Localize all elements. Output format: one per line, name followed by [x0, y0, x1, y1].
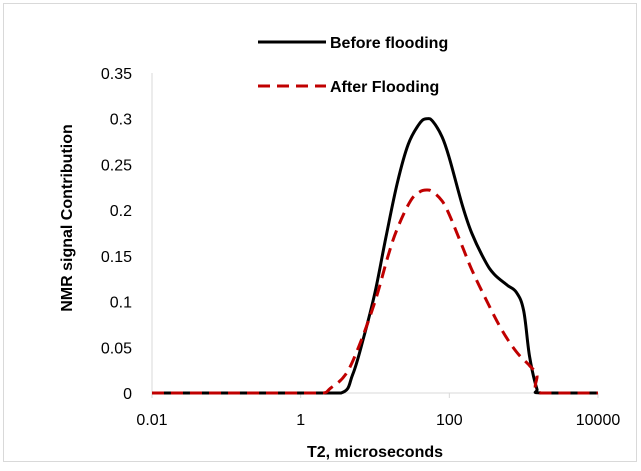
x-tick-label: 10000	[576, 412, 621, 429]
series-line-before-flooding	[152, 117, 598, 395]
x-tick-label: 100	[436, 412, 463, 429]
legend: Before flooding After Flooding	[258, 35, 448, 96]
x-tick-label: 1	[296, 412, 305, 429]
series-line-after-flooding	[152, 188, 598, 395]
legend-label: After Flooding	[330, 79, 439, 96]
y-tick-label: 0	[123, 386, 132, 403]
x-tick-label: 0.01	[136, 412, 167, 429]
chart-frame	[3, 3, 637, 462]
legend-label: Before flooding	[330, 35, 448, 52]
y-tick-label: 0.35	[101, 66, 132, 83]
y-axis-title: NMR signal Contribution	[59, 124, 76, 312]
y-tick-label: 0.15	[101, 249, 132, 266]
plot-area: 0 0.05 0.1 0.15 0.2 0.25 0.3 0.35 0.01 1 100 10000	[101, 66, 620, 429]
y-tick-label: 0.25	[101, 157, 132, 174]
y-tick-label: 0.1	[110, 295, 132, 312]
x-axis-title: T2, microseconds	[307, 444, 443, 461]
y-tick-label: 0.05	[101, 340, 132, 357]
y-tick-label: 0.3	[110, 112, 132, 129]
y-tick-label: 0.2	[110, 203, 132, 220]
